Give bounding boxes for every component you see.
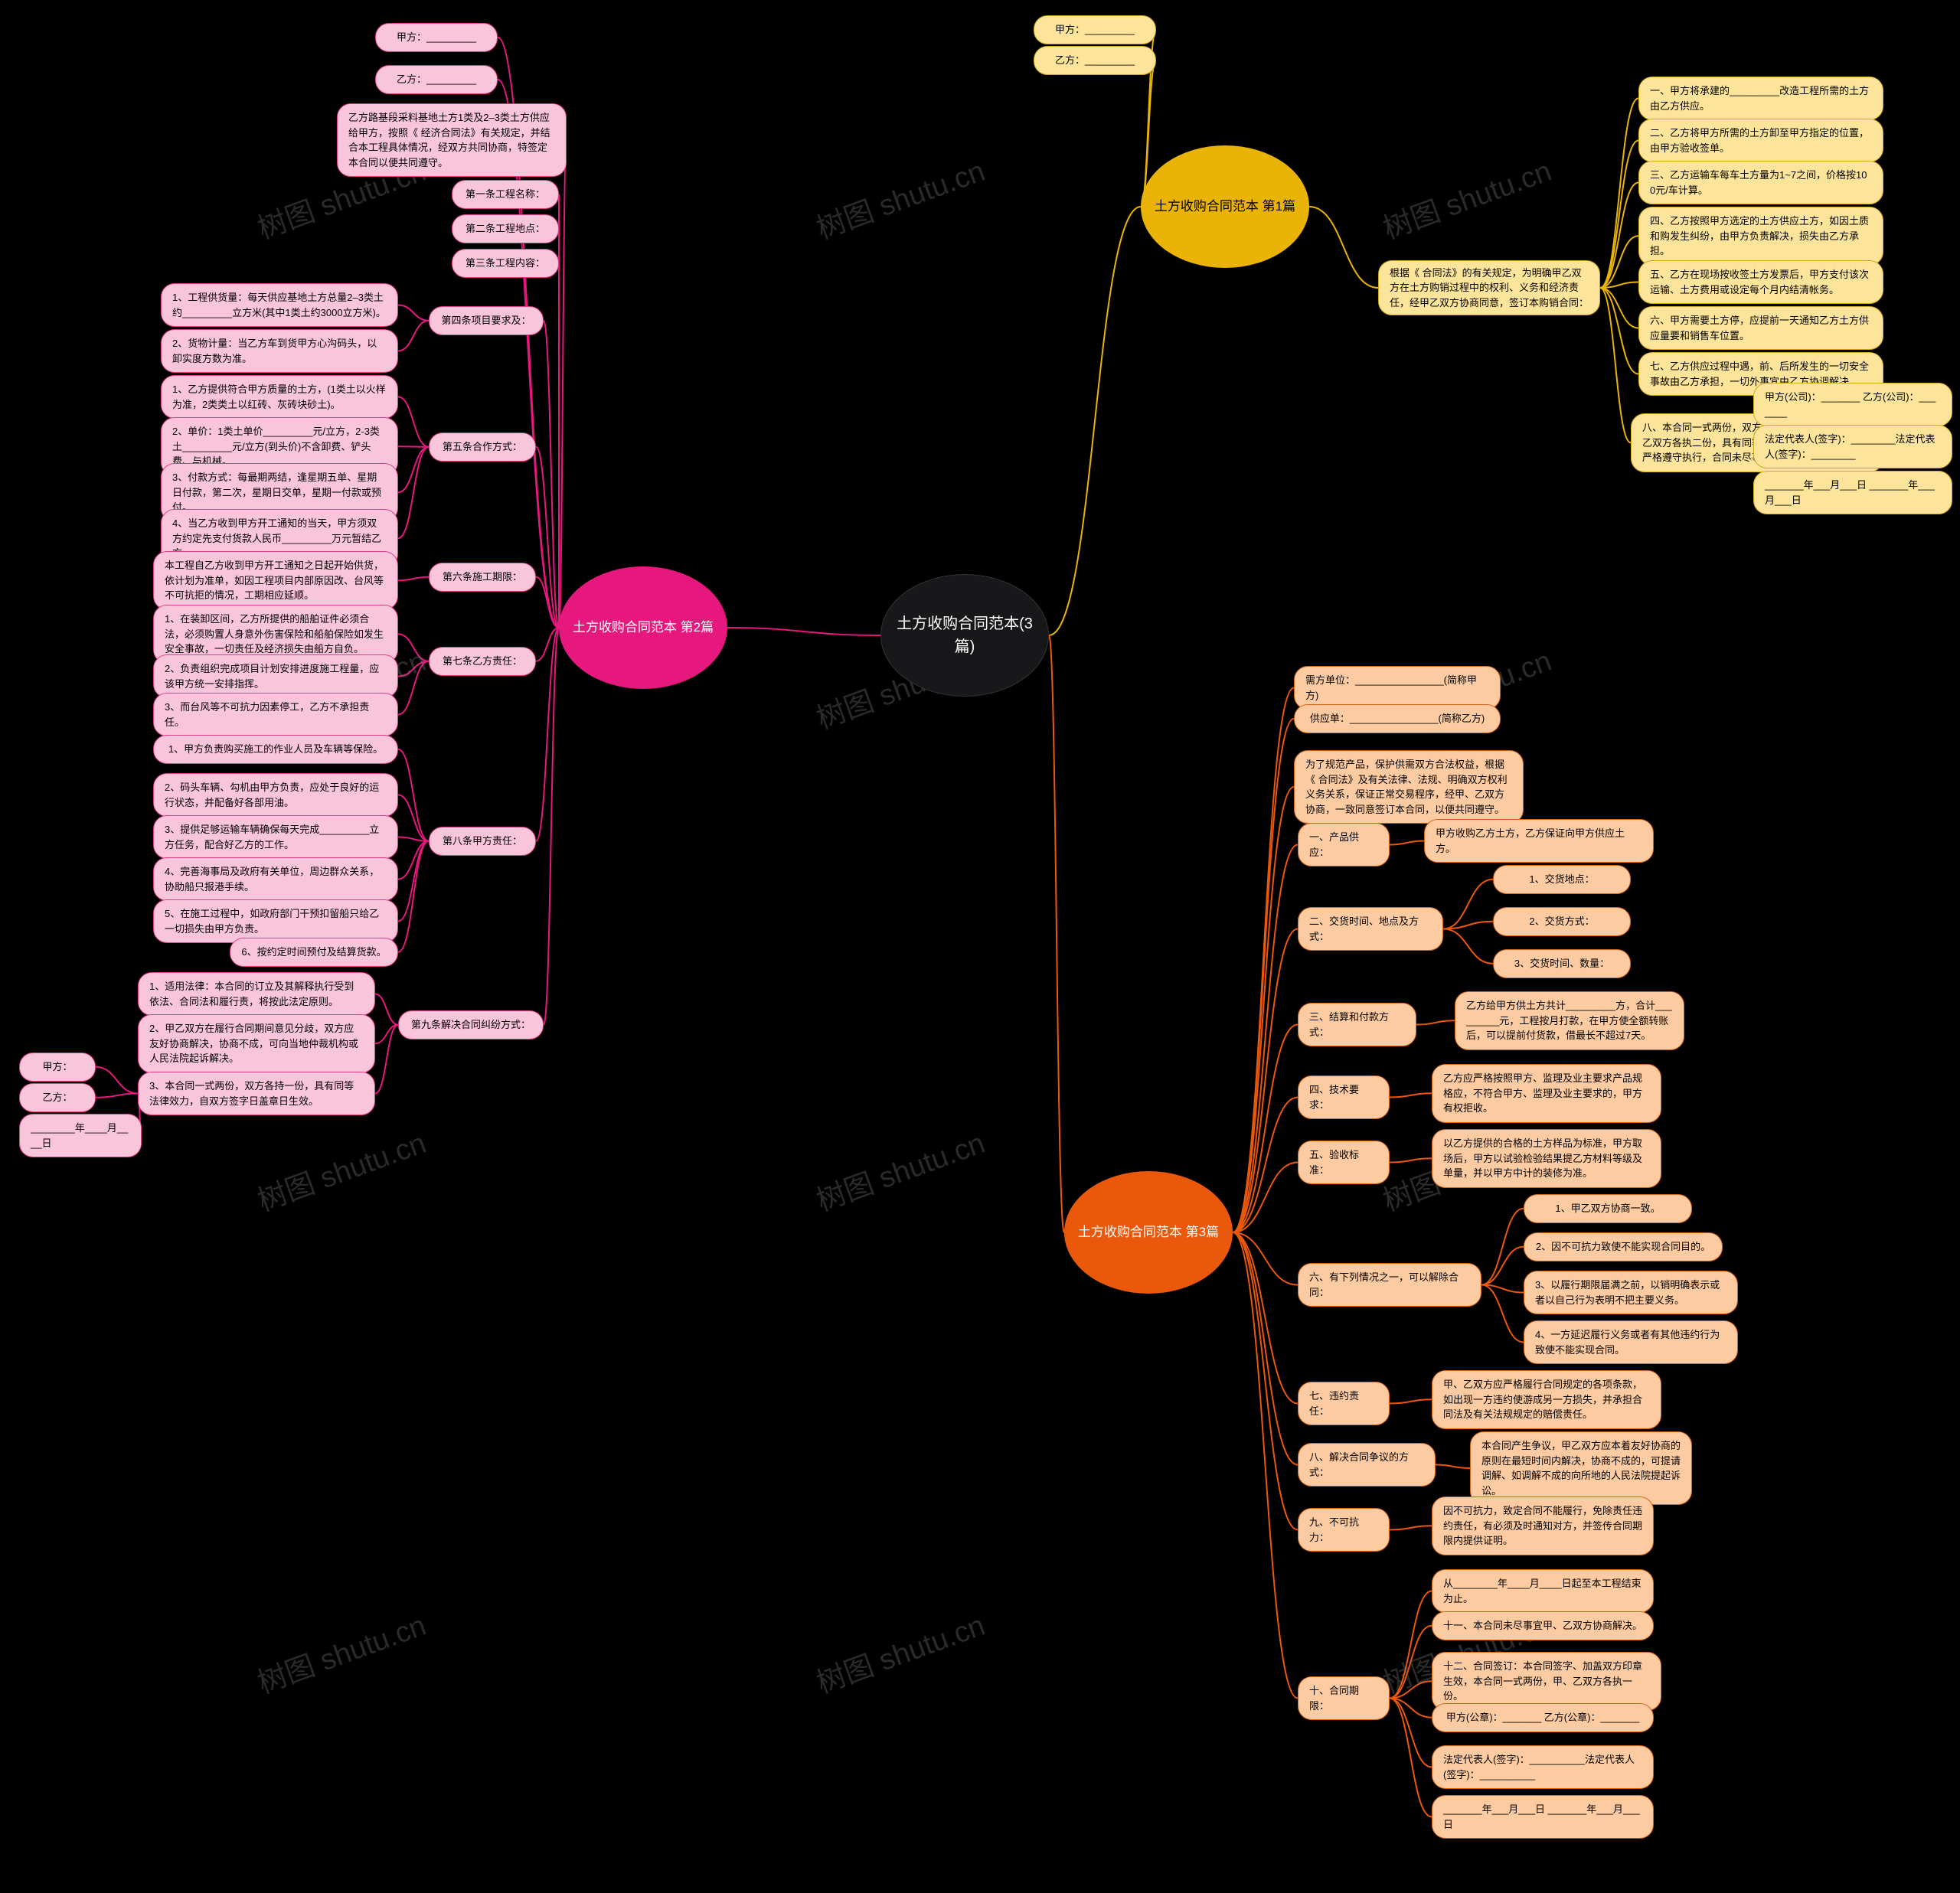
mindmap-node: 为了规范产品，保护供需双方合法权益，根据《 合同法》及有关法律、法规、明确双方权… — [1294, 750, 1524, 824]
mindmap-node: 1、甲方负责购买施工的作业人员及车辆等保险。 — [153, 735, 398, 764]
mindmap-node: 三、结算和付款方式： — [1298, 1003, 1416, 1046]
mindmap-node: 七、违约责任： — [1298, 1382, 1390, 1425]
mindmap-node: 第四条项目要求及： — [429, 306, 544, 335]
mindmap-node: 二、乙方将甲方所需的土方卸至甲方指定的位置，由甲方验收签单。 — [1638, 119, 1883, 162]
mindmap-node: 3、本合同一式两份，双方各持一份，具有同等法律效力，自双方签字日盖章日生效。 — [138, 1072, 375, 1115]
mindmap-node: 第九条解决合同纠纷方式： — [398, 1010, 544, 1040]
mindmap-node: 第八条甲方责任： — [429, 827, 536, 856]
mindmap-node: 乙方：_________ — [375, 65, 498, 94]
mindmap-node: 5、在施工过程中，如政府部门干预扣留船只给乙一切损失由甲方负责。 — [153, 899, 398, 943]
mindmap-node: 6、按约定时间预付及结算货款。 — [230, 938, 398, 967]
mindmap-node: 甲方(公司)：_______ 乙方(公司)：_______ — [1753, 383, 1952, 426]
mindmap-node: 甲方(公章)：_______ 乙方(公章)：_______ — [1432, 1703, 1654, 1732]
mindmap-node: _______年___月___日 _______年___月___日 — [1753, 471, 1952, 514]
mindmap-node: 以乙方提供的合格的土方样品为标准，甲方取场后，甲方以试验检验结果提乙方材料等级及… — [1432, 1129, 1661, 1188]
mindmap-node: 甲方：_________ — [375, 23, 498, 52]
mindmap-node: _______年___月___日 _______年___月___日 — [1432, 1795, 1654, 1839]
mindmap-node: 需方单位：________________(简称甲方) — [1294, 666, 1501, 710]
mindmap-node: 1、适用法律：本合同的订立及其解释执行受到依法、合同法和履行责，将按此法定原则。 — [138, 972, 375, 1016]
mindmap-node: 2、货物计量：当乙方车到货甲方心沟码头，以卸实度方数为准。 — [161, 329, 398, 373]
mindmap-node: 四、乙方按照甲方选定的土方供应土方，如因土质和购发生纠纷，由甲方负责解决，损失由… — [1638, 207, 1883, 266]
watermark: 树图 shutu.cn — [251, 1601, 431, 1701]
mindmap-node: 3、而台风等不可抗力因素停工，乙方不承担责任。 — [153, 693, 398, 736]
mindmap-node: 二、交货时间、地点及方式： — [1298, 907, 1443, 951]
mindmap-node: 乙方路基段采料基地土方1类及2–3类土方供应给甲方，按照《 经济合同法》有关规定… — [337, 103, 567, 177]
mindmap-node: 从________年____月____日起至本工程结束为止。 — [1432, 1569, 1654, 1613]
mindmap-node: 3、以履行期限届满之前，以销明确表示或者以自己行为表明不把主要义务。 — [1524, 1271, 1738, 1314]
mindmap-node: 甲方：_________ — [1034, 15, 1156, 44]
mindmap-node: 六、甲方需要土方停，应提前一天通知乙方土方供应量要和销售车位置。 — [1638, 306, 1883, 350]
mindmap-node: 十二、合同签订：本合同签字、加盖双方印章生效，本合同一式两份，甲、乙双方各执一份… — [1432, 1652, 1661, 1711]
mindmap-node: 1、工程供货量：每天供应基地土方总量2–3类土约_________立方米(其中1… — [161, 283, 398, 327]
mindmap-node: 五、验收标准： — [1298, 1141, 1390, 1184]
mindmap-node: 第一条工程名称： — [452, 180, 559, 209]
mindmap-node: 甲方收购乙方土方，乙方保证向甲方供应土方。 — [1424, 819, 1654, 863]
mindmap-node: 法定代表人(签字)：________法定代表人(签字)：________ — [1753, 425, 1952, 468]
mindmap-node: 一、甲方将承建的_________改造工程所需的土方由乙方供应。 — [1638, 77, 1883, 120]
mindmap-node: 乙方应严格按照甲方、监理及业主要求产品规格应，不符合甲方、监理及业主要求的，甲方… — [1432, 1064, 1661, 1123]
mindmap-node: 一、产品供应： — [1298, 823, 1390, 867]
mindmap-node: 1、甲乙双方协商一致。 — [1524, 1194, 1692, 1223]
mindmap-node: 2、负责组织完成项目计划安排进度施工程量，应该甲方统一安排指挥。 — [153, 654, 398, 698]
mindmap-node: 2、码头车辆、勾机由甲方负责，应处于良好的运行状态，并配备好各部用油。 — [153, 773, 398, 817]
center-node: 土方收购合同范本(3篇) — [880, 574, 1049, 697]
mindmap-node: 第二条工程地点： — [452, 214, 559, 243]
mindmap-node: 甲方： — [19, 1053, 96, 1082]
mindmap-node: 九、不可抗力： — [1298, 1508, 1390, 1552]
watermark: 树图 shutu.cn — [810, 1601, 990, 1701]
mindmap-node: ________年____月____日 — [19, 1114, 142, 1157]
mindmap-node: 2、因不可抗力致使不能实现合同目的。 — [1524, 1232, 1723, 1261]
mindmap-node: 六、有下列情况之一，可以解除合同： — [1298, 1263, 1481, 1307]
mindmap-node: 乙方给甲方供土方共计_________方，合计_________元，工程按月打款… — [1455, 991, 1684, 1050]
mindmap-node: 甲、乙双方应严格履行合同规定的各项条款，如出现一方违约使游成另一方损失，并承担合… — [1432, 1370, 1661, 1429]
mindmap-node: 十、合同期限： — [1298, 1676, 1390, 1720]
mindmap-node: 1、乙方提供符合甲方质量的土方，(1类土以火样为准，2类类土以红砖、灰砖块砂土)… — [161, 375, 398, 419]
watermark: 树图 shutu.cn — [810, 147, 990, 246]
branch-1: 土方收购合同范本 第1篇 — [1141, 145, 1309, 268]
watermark: 树图 shutu.cn — [251, 1119, 431, 1219]
mindmap-node: 1、交货地点： — [1493, 865, 1631, 894]
mindmap-node: 4、一方延迟履行义务或者有其他违约行为致使不能实现合同。 — [1524, 1320, 1738, 1364]
mindmap-node: 第七条乙方责任： — [429, 647, 536, 676]
watermark: 树图 shutu.cn — [810, 1119, 990, 1219]
mindmap-node: 3、提供足够运输车辆确保每天完成_________立方任务，配合好乙方的工作。 — [153, 815, 398, 859]
mindmap-node: 2、交货方式： — [1493, 907, 1631, 936]
watermark: 树图 shutu.cn — [1377, 147, 1557, 246]
mindmap-node: 乙方： — [19, 1083, 96, 1112]
branch-3: 土方收购合同范本 第3篇 — [1064, 1171, 1233, 1294]
mindmap-node: 法定代表人(签字)：__________法定代表人(签字)：__________ — [1432, 1745, 1654, 1789]
mindmap-node: 乙方：_________ — [1034, 46, 1156, 75]
mindmap-node: 三、乙方运输车每车土方量为1~7之间，价格按100元/车计算。 — [1638, 161, 1883, 204]
mindmap-node: 第五条合作方式： — [429, 432, 536, 462]
mindmap-node: 2、甲乙双方在履行合同期间意见分歧，双方应友好协商解决，协商不成，可向当地仲裁机… — [138, 1014, 375, 1073]
mindmap-node: 4、完善海事局及政府有关单位，周边群众关系，协助船只报港手续。 — [153, 857, 398, 901]
mindmap-node: 供应单：________________(简称乙方) — [1294, 704, 1501, 733]
mindmap-node: 八、解决合同争议的方式： — [1298, 1443, 1436, 1487]
mindmap-node: 3、交货时间、数量： — [1493, 949, 1631, 978]
mindmap-node: 四、技术要求： — [1298, 1075, 1390, 1119]
branch-2: 土方收购合同范本 第2篇 — [559, 566, 727, 689]
mindmap-node: 因不可抗力，致定合同不能履行，免除责任违约责任，有必须及时通知对方，并签传合同期… — [1432, 1496, 1654, 1555]
mindmap-node: 第六条施工期限： — [429, 563, 536, 592]
mindmap-node: 本工程自乙方收到甲方开工通知之日起开始供货，依计划为准单，如因工程项目内部原因改… — [153, 551, 398, 610]
mindmap-node: 本合同产生争议，甲乙双方应本着友好协商的原则在最短时间内解决，协商不成的，可提请… — [1470, 1431, 1692, 1505]
mindmap-node: 第三条工程内容： — [452, 249, 559, 278]
mindmap-node: 五、乙方在现场按收签土方发票后，甲方支付该次运输、土方费用或设定每个月内结清帐务… — [1638, 260, 1883, 304]
mindmap-node: 十一、本合同未尽事宜甲、乙双方协商解决。 — [1432, 1611, 1654, 1640]
mindmap-node: 根据《 合同法》的有关规定，为明确甲乙双方在土方购销过程中的权利、义务和经济责任… — [1378, 260, 1600, 315]
